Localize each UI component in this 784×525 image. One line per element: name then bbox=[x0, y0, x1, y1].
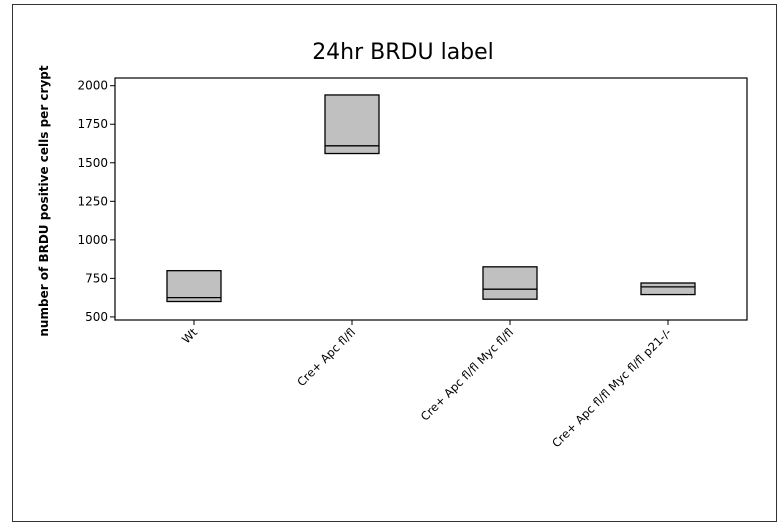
y-tick-label: 1000 bbox=[77, 233, 108, 247]
box-0 bbox=[166, 270, 222, 303]
box-2 bbox=[482, 266, 538, 300]
x-tick-label: Cre+ Apc fl/fl Myc fl/fl p21-/- bbox=[549, 325, 674, 450]
y-tick-label: 1250 bbox=[77, 194, 108, 208]
box-plot-chart: 24hr BRDU label number of BRDU positive … bbox=[37, 40, 748, 450]
y-axis-label: number of BRDU positive cells per crypt bbox=[37, 65, 51, 336]
chart-title: 24hr BRDU label bbox=[312, 40, 494, 65]
y-axis: 500 750 1000 1250 1500 1750 2000 bbox=[77, 79, 115, 324]
y-tick-label: 1750 bbox=[77, 117, 108, 131]
box-series bbox=[166, 94, 696, 303]
x-tick-label: Cre+ Apc fl/fl Myc fl/fl bbox=[418, 325, 516, 423]
y-tick-label: 750 bbox=[85, 271, 108, 285]
chart-frame: 24hr BRDU label number of BRDU positive … bbox=[12, 4, 777, 522]
x-tick-label: Cre+ Apc fl/fl bbox=[294, 325, 358, 389]
plot-area bbox=[114, 77, 748, 321]
y-tick-label: 500 bbox=[85, 310, 108, 324]
x-tick-label: Wt bbox=[179, 325, 200, 346]
box-1 bbox=[324, 94, 380, 155]
x-axis: Wt Cre+ Apc fl/fl Cre+ Apc fl/fl Myc fl/fl… bbox=[179, 320, 674, 450]
y-tick-label: 1500 bbox=[77, 156, 108, 170]
y-tick-label: 2000 bbox=[77, 79, 108, 93]
box-3 bbox=[640, 282, 696, 296]
